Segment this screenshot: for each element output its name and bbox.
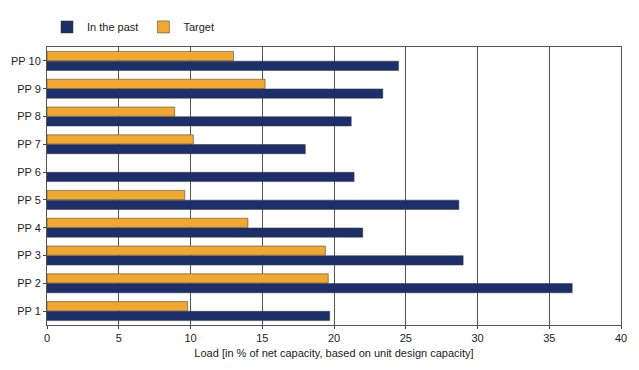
svg-text:25: 25	[400, 332, 412, 344]
svg-text:PP 7: PP 7	[17, 138, 41, 150]
svg-text:40: 40	[615, 332, 627, 344]
svg-text:PP 5: PP 5	[17, 194, 41, 206]
svg-text:30: 30	[471, 332, 483, 344]
svg-text:PP 10: PP 10	[11, 55, 41, 67]
svg-text:PP 6: PP 6	[17, 166, 41, 178]
svg-text:PP 8: PP 8	[17, 110, 41, 122]
svg-text:15: 15	[256, 332, 268, 344]
svg-text:10: 10	[184, 332, 196, 344]
svg-text:5: 5	[116, 332, 122, 344]
svg-text:PP 3: PP 3	[17, 249, 41, 261]
svg-text:20: 20	[328, 332, 340, 344]
svg-text:Target: Target	[183, 21, 214, 33]
svg-text:PP 9: PP 9	[17, 83, 41, 95]
svg-text:PP 1: PP 1	[17, 305, 41, 317]
svg-text:35: 35	[543, 332, 555, 344]
svg-text:PP 4: PP 4	[17, 222, 41, 234]
svg-text:0: 0	[44, 332, 50, 344]
svg-text:Load [in % of net capacity, ba: Load [in % of net capacity, based on uni…	[194, 347, 473, 359]
svg-text:PP 2: PP 2	[17, 277, 41, 289]
svg-text:In the past: In the past	[87, 21, 138, 33]
